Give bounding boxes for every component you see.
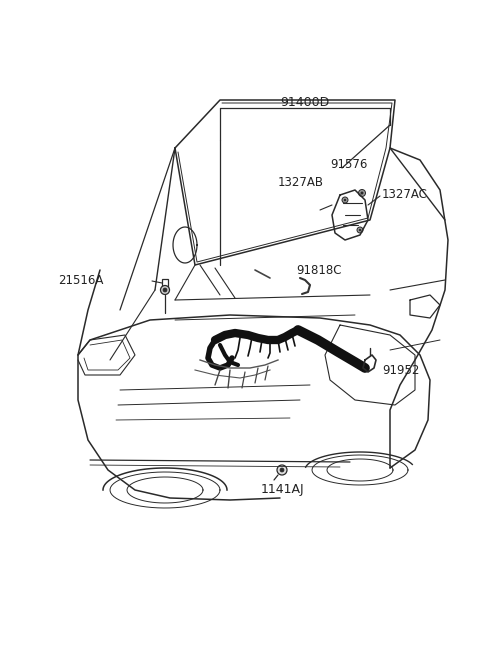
Text: 1327AC: 1327AC [382,188,428,201]
Circle shape [280,468,284,472]
Circle shape [163,288,167,292]
Text: 91818C: 91818C [296,264,341,276]
Circle shape [357,227,363,233]
Circle shape [344,199,346,201]
Text: 91952: 91952 [382,363,420,377]
Text: 91400D: 91400D [280,96,330,108]
Text: 91576: 91576 [330,159,367,171]
Circle shape [359,190,365,197]
Text: 1141AJ: 1141AJ [260,483,304,497]
FancyBboxPatch shape [162,279,168,288]
Circle shape [160,285,169,295]
Text: 1327AB: 1327AB [278,176,324,188]
Circle shape [342,197,348,203]
Circle shape [277,465,287,475]
Circle shape [359,229,361,231]
Text: 21516A: 21516A [58,274,103,287]
Circle shape [360,192,363,194]
